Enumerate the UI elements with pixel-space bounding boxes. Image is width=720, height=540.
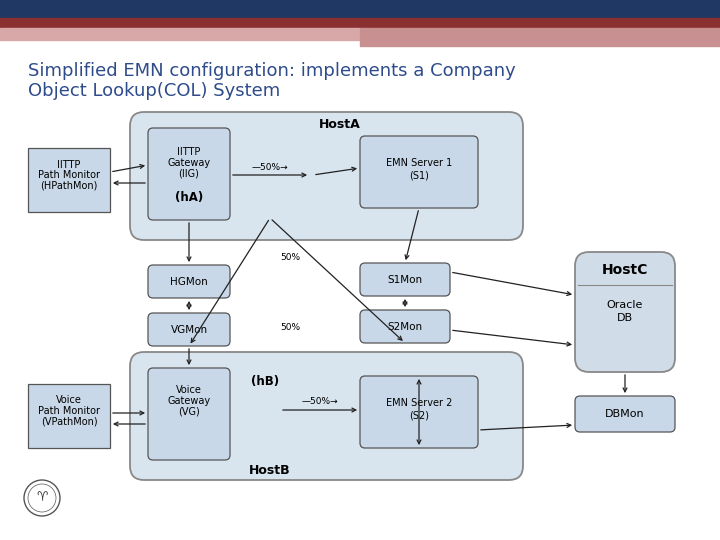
FancyBboxPatch shape (575, 252, 675, 372)
FancyBboxPatch shape (148, 368, 230, 460)
Text: Path Monitor: Path Monitor (38, 406, 100, 416)
Text: Gateway: Gateway (168, 396, 210, 406)
Text: Voice: Voice (56, 395, 82, 405)
Text: IITTP: IITTP (58, 160, 81, 170)
FancyBboxPatch shape (360, 263, 450, 296)
FancyBboxPatch shape (360, 310, 450, 343)
Text: EMN Server 2: EMN Server 2 (386, 398, 452, 408)
Bar (0, 18, 720, 28)
Text: 50%: 50% (280, 253, 300, 262)
Text: HostB: HostB (249, 463, 291, 476)
Text: (VPathMon): (VPathMon) (41, 417, 97, 427)
Bar (28, 384, 110, 448)
Text: (hA): (hA) (175, 191, 203, 204)
Text: S2Mon: S2Mon (387, 322, 423, 332)
Text: (S1): (S1) (409, 170, 429, 180)
Text: Object Lookup(COL) System: Object Lookup(COL) System (28, 82, 280, 100)
Text: Simplified EMN configuration: implements a Company: Simplified EMN configuration: implements… (28, 62, 516, 80)
Bar (0, 0, 720, 18)
Bar (360, 28, 720, 46)
Text: Gateway: Gateway (168, 158, 210, 168)
Text: S1Mon: S1Mon (387, 275, 423, 285)
Text: DBMon: DBMon (606, 409, 645, 419)
Text: (hB): (hB) (251, 375, 279, 388)
FancyBboxPatch shape (130, 112, 523, 240)
Text: 50%: 50% (280, 323, 300, 333)
FancyBboxPatch shape (148, 313, 230, 346)
FancyBboxPatch shape (148, 128, 230, 220)
Text: HostC: HostC (602, 263, 648, 277)
Text: IITTP: IITTP (177, 147, 201, 157)
Text: (HPathMon): (HPathMon) (40, 181, 98, 191)
FancyBboxPatch shape (360, 136, 478, 208)
Text: —50%→: —50%→ (302, 397, 338, 407)
Text: DB: DB (617, 313, 633, 323)
Text: (IIG): (IIG) (179, 169, 199, 179)
Text: HGMon: HGMon (170, 277, 208, 287)
FancyBboxPatch shape (360, 376, 478, 448)
Bar (28, 148, 110, 212)
Text: —50%→: —50%→ (252, 163, 288, 172)
FancyBboxPatch shape (575, 396, 675, 432)
FancyBboxPatch shape (130, 352, 523, 480)
Text: VGMon: VGMon (171, 325, 207, 335)
Bar (0, 28, 360, 40)
Text: Oracle: Oracle (607, 300, 643, 310)
Text: EMN Server 1: EMN Server 1 (386, 158, 452, 168)
Text: ♈: ♈ (37, 491, 48, 504)
Text: Path Monitor: Path Monitor (38, 170, 100, 180)
Text: Voice: Voice (176, 385, 202, 395)
Text: (S2): (S2) (409, 410, 429, 420)
FancyBboxPatch shape (148, 265, 230, 298)
Text: HostA: HostA (319, 118, 361, 131)
Text: (VG): (VG) (178, 407, 200, 417)
